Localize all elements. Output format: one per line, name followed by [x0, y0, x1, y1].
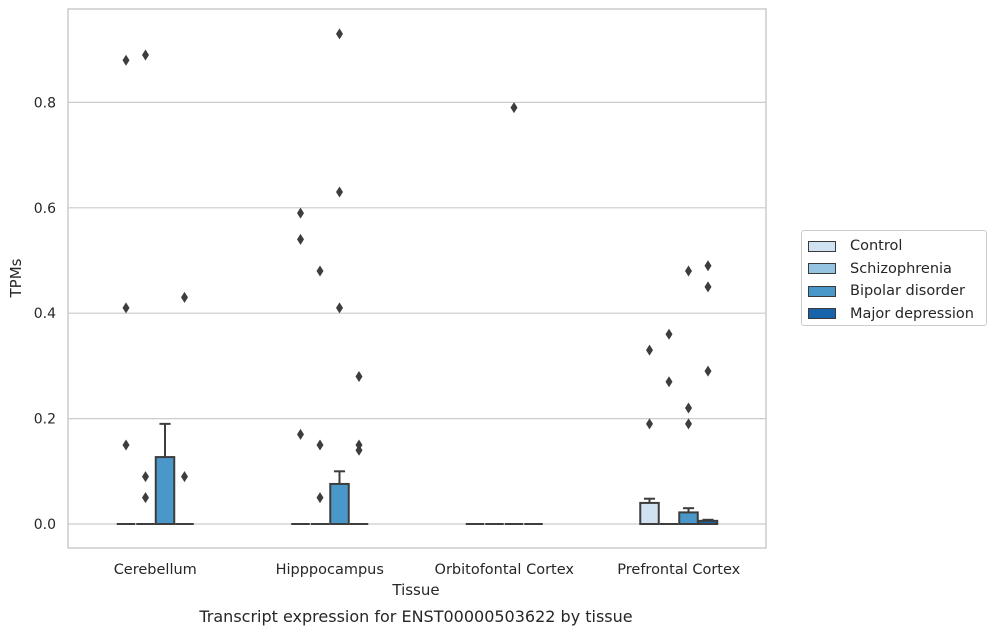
outlier-point: [181, 471, 188, 483]
legend-item-schizophrenia: Schizophrenia: [808, 258, 986, 281]
plot-frame: [67, 8, 767, 549]
outlier-point: [316, 265, 324, 277]
outlier-point: [510, 102, 518, 114]
box-bipolar-disorder-cerebellum: [154, 422, 176, 526]
outlier-point: [355, 439, 363, 451]
boxes: [116, 422, 719, 526]
outlier-point: [646, 344, 653, 356]
outlier-point: [181, 291, 188, 303]
legend-item-major-depression: Major depression: [808, 303, 986, 326]
outlier-point: [122, 302, 130, 314]
legend-item-bipolar-disorder: Bipolar disorder: [808, 280, 986, 303]
y-axis-ticks: 0.0 0.2 0.4 0.6 0.8: [34, 95, 56, 533]
outlier-point: [685, 418, 692, 430]
box-control-prefrontal-cortex: [639, 497, 660, 526]
x-tick-label-orbitofontal-cortex: Orbitofontal Cortex: [435, 562, 575, 578]
outlier-point: [316, 492, 324, 504]
outlier-point: [336, 186, 343, 198]
box-major-depression-prefrontal-cortex: [697, 518, 719, 526]
outlier-point: [704, 365, 712, 377]
box-body: [678, 511, 699, 526]
outlier-point: [297, 207, 304, 219]
y-axis-label: TPMs: [7, 258, 25, 298]
box-body: [154, 456, 176, 526]
legend-label-major-depression: Major depression: [850, 305, 974, 322]
y-tick-label: 0.8: [34, 95, 56, 111]
x-tick-label-prefrontal-cortex: Prefrontal Cortex: [617, 562, 740, 578]
legend-item-control: Control: [808, 235, 986, 258]
outlier-point: [646, 418, 653, 430]
chart-caption: Transcript expression for ENST0000050362…: [198, 607, 632, 626]
y-tick-label: 0.6: [34, 201, 56, 217]
legend-label-schizophrenia: Schizophrenia: [850, 260, 952, 277]
outlier-point: [142, 471, 149, 483]
y-tick-label: 0.0: [34, 517, 56, 533]
outlier-point: [665, 328, 673, 340]
outlier-point: [142, 492, 149, 504]
legend: Control Schizophrenia Bipolar disorder M…: [801, 230, 987, 326]
outlier-points: [122, 28, 712, 504]
outlier-point: [297, 428, 304, 440]
x-tick-label-cerebellum: Cerebellum: [114, 562, 197, 578]
outlier-point: [122, 54, 130, 66]
outlier-point: [316, 439, 324, 451]
legend-label-control: Control: [850, 238, 903, 255]
legend-swatch-bipolar-disorder: [808, 285, 836, 297]
outlier-point: [704, 281, 712, 293]
outlier-point: [685, 402, 692, 414]
x-tick-label-hipppocampus: Hipppocampus: [276, 562, 384, 578]
box-bipolar-disorder-hipppocampus: [329, 470, 350, 525]
outlier-point: [142, 49, 149, 61]
outlier-point: [336, 302, 343, 314]
legend-swatch-control: [808, 240, 836, 252]
outlier-point: [122, 439, 130, 451]
outlier-point: [336, 28, 343, 40]
outlier-point: [685, 265, 692, 277]
legend-swatch-major-depression: [808, 308, 836, 320]
box-bipolar-disorder-prefrontal-cortex: [678, 507, 699, 526]
legend-label-bipolar-disorder: Bipolar disorder: [850, 283, 965, 300]
legend-swatch-schizophrenia: [808, 263, 836, 275]
x-axis-label: Tissue: [391, 581, 439, 599]
box-body: [329, 482, 350, 525]
y-tick-label: 0.2: [34, 412, 56, 428]
outlier-point: [665, 376, 673, 388]
box-body: [639, 501, 660, 526]
y-tick-label: 0.4: [34, 306, 56, 322]
outlier-point: [297, 233, 304, 245]
outlier-point: [704, 260, 712, 272]
outlier-point: [355, 370, 363, 382]
x-axis-ticks: Cerebellum Hipppocampus Orbitofontal Corte…: [114, 562, 741, 578]
